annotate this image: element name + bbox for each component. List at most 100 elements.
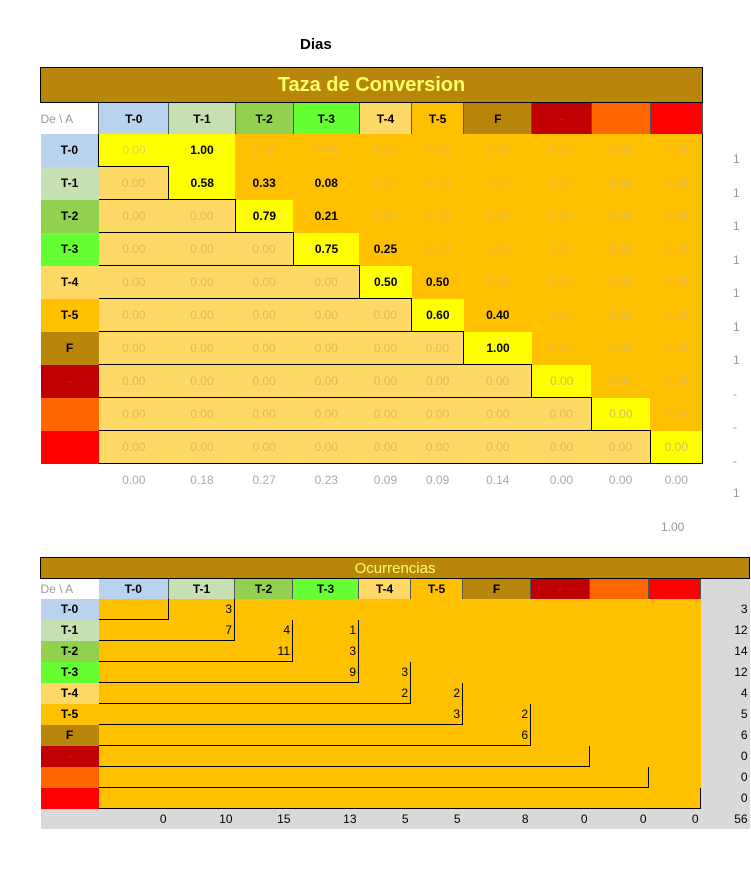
table-cell: 0.00 [235, 134, 294, 167]
row-total: 4 [700, 682, 750, 704]
table-cell: 0.00 [591, 166, 651, 200]
table-cell: 0.00 [591, 364, 651, 398]
table-cell [648, 640, 701, 662]
table-cell [648, 619, 701, 641]
table-cell: 0.00 [463, 364, 532, 398]
table-cell [530, 745, 590, 767]
table-cell [98, 661, 169, 683]
table-cell [530, 640, 590, 662]
table-cell [462, 682, 531, 704]
row-total: 3 [700, 599, 750, 620]
table-cell: 0.00 [591, 199, 651, 233]
table-cell [589, 724, 649, 746]
row-label: T-3 [40, 232, 99, 266]
column-header: T-3 [293, 102, 360, 134]
table-cell [358, 745, 411, 767]
table-cell [358, 787, 411, 809]
row-label: - [40, 745, 99, 767]
table-cell: 0.00 [531, 166, 592, 200]
table-cell [410, 787, 463, 809]
table-cell: 0.00 [463, 199, 532, 233]
table-cell [168, 724, 235, 746]
table-cell: 0.75 [292, 232, 360, 266]
table-cell: 0.00 [168, 298, 236, 332]
table-cell [234, 703, 293, 725]
table-cell [292, 703, 359, 725]
table-cell: 0.00 [98, 166, 169, 200]
table-cell: 0.00 [531, 331, 592, 365]
column-total: 0.14 [463, 463, 532, 496]
table-cell [168, 745, 235, 767]
table-cell [292, 724, 359, 746]
table-cell: 0.00 [98, 134, 169, 167]
row-label [40, 397, 99, 431]
column-header: T-2 [235, 102, 294, 134]
table-cell [98, 703, 169, 725]
column-total: 0 [648, 808, 701, 829]
table-cell: 0.00 [98, 430, 169, 464]
table-cell: 0.00 [591, 298, 651, 332]
table-cell [98, 766, 169, 788]
table-cell: 0.00 [168, 331, 236, 365]
table-cell: 0.00 [591, 265, 651, 299]
table-cell: 0.00 [98, 265, 169, 299]
column-total: 0.00 [591, 463, 651, 496]
table-cell [589, 787, 649, 809]
table-cell: 0.00 [168, 430, 236, 464]
row-label: T-2 [40, 640, 99, 662]
table-cell: 0.00 [650, 397, 704, 431]
table-cell [410, 661, 463, 683]
table-cell: 0.00 [293, 265, 360, 299]
totals-label [40, 808, 99, 829]
table-cell: 0.00 [168, 265, 236, 299]
table-cell: 0.00 [463, 397, 532, 431]
table-cell [358, 703, 411, 725]
table-cell: 0.00 [411, 364, 464, 398]
table-cell [292, 787, 359, 809]
table-cell [410, 745, 463, 767]
table-row: T-2 11 3 14 [40, 640, 750, 662]
table-cell [462, 787, 531, 809]
table-cell [358, 766, 411, 788]
table-cell: 0.00 [235, 232, 294, 266]
table-cell [530, 724, 590, 746]
table-cell [98, 599, 169, 620]
table-cell [648, 599, 701, 620]
row-sum: 1 [733, 319, 740, 334]
table-cell [648, 766, 701, 788]
table-row: 0 [40, 787, 750, 809]
column-header: T-5 [410, 578, 463, 599]
table-row: T-4 2 2 4 [40, 682, 750, 704]
column-header: T-1 [168, 578, 235, 599]
column-header: T-0 [98, 102, 170, 134]
row-label [40, 766, 99, 788]
table-cell: 0.00 [359, 134, 412, 167]
table-cell [462, 766, 531, 788]
column-header: T-1 [168, 102, 236, 134]
table-cell [462, 640, 531, 662]
table-cell: 0.33 [235, 166, 294, 200]
row-label [40, 787, 99, 809]
table-cell: 0.00 [98, 199, 169, 233]
table-cell: 0.00 [591, 232, 651, 266]
row-sum: 1 [733, 185, 740, 200]
table-cell: 0.00 [650, 265, 704, 299]
table-cell [168, 661, 235, 683]
table-cell [589, 766, 649, 788]
table-cell: 0.00 [411, 232, 464, 266]
table-cell [410, 766, 463, 788]
table-cell [410, 640, 463, 662]
table-cell: 0.21 [293, 199, 360, 233]
column-total: 0.23 [293, 463, 360, 496]
table-cell: 0.00 [359, 199, 412, 233]
column-header: - [530, 578, 590, 599]
row-total: 12 [700, 619, 750, 641]
row-label: F [40, 724, 99, 746]
row-sum: 1 [733, 353, 740, 367]
row-label: T-5 [40, 298, 99, 332]
column-total: 0.00 [98, 463, 169, 496]
table-row: 0.00 0.00 0.00 0.00 0.00 0.00 0.00 0.00 0.00 0.00 [40, 397, 704, 431]
row-total: 12 [700, 661, 750, 683]
table-cell: 0.00 [359, 298, 412, 332]
table-cell: 0.00 [650, 232, 704, 266]
